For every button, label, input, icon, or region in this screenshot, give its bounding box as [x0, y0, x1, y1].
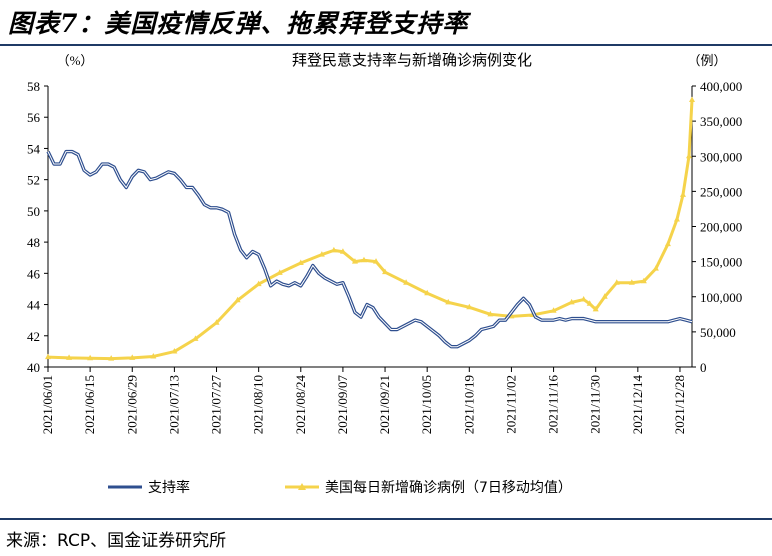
case-point — [685, 152, 692, 159]
x-tick-label: 2021/07/27 — [209, 375, 224, 435]
chart-axes: 40 42 44 46 48 50 52 54 56 58 0 50,000 100,000 150,00… — [27, 79, 742, 434]
case-point — [297, 259, 304, 266]
series-line-approval — [46, 149, 693, 349]
legend-label-cases: 美国每日新增确诊病例（7日移动均值） — [325, 480, 572, 496]
x-tick-label: 2021/11/16 — [546, 375, 561, 434]
case-point — [550, 307, 557, 313]
legend-label-approval: 支持率 — [148, 479, 190, 496]
case-point — [150, 352, 157, 359]
x-tick-label: 2021/10/19 — [461, 375, 476, 434]
case-point — [373, 258, 380, 264]
left-tick-label: 50 — [27, 204, 40, 219]
x-tick-label: 2021/06/15 — [82, 375, 97, 434]
left-tick-label: 56 — [27, 110, 41, 125]
case-point — [318, 251, 325, 257]
x-tick-label: 2021/08/10 — [251, 375, 266, 434]
case-point — [234, 296, 241, 303]
series-line-cases — [47, 99, 694, 361]
bottom-rule — [0, 518, 772, 520]
case-point — [652, 265, 659, 271]
case-point — [487, 310, 494, 317]
case-point — [664, 240, 671, 247]
x-tick-label: 2021/11/30 — [588, 375, 603, 434]
right-tick-label: 300,000 — [700, 149, 742, 164]
figure-title: 图表7：美国疫情反弹、拖累拜登支持率 — [8, 9, 469, 38]
case-point — [213, 319, 220, 325]
x-tick-label: 2021/12/14 — [630, 375, 645, 435]
source-note: 来源：RCP、国金证券研究所 — [6, 531, 227, 551]
x-tick-label: 2021/07/13 — [166, 375, 181, 434]
case-point — [192, 335, 199, 341]
case-point — [330, 246, 337, 253]
left-tick-label: 42 — [27, 329, 40, 344]
right-axis-unit: （例） — [687, 53, 726, 68]
left-tick-label: 54 — [27, 141, 41, 156]
case-point — [424, 289, 431, 296]
x-tick-label: 2021/06/29 — [124, 375, 139, 434]
case-point — [351, 258, 358, 264]
case-point — [445, 298, 452, 305]
case-point — [673, 215, 680, 222]
case-point — [586, 300, 593, 306]
x-tick-label: 2021/12/28 — [672, 375, 687, 434]
case-point — [640, 277, 647, 284]
left-axis-unit: （%） — [57, 53, 94, 68]
x-tick-label: 2021/09/07 — [335, 375, 350, 435]
x-tick-label: 2021/09/21 — [377, 375, 392, 434]
case-point — [568, 298, 575, 305]
x-tick-label: 2021/10/05 — [419, 375, 434, 434]
case-point — [255, 280, 262, 287]
case-point — [628, 279, 635, 285]
case-point — [580, 296, 587, 302]
combo-line-chart: 拜登民意支持率与新增确诊病例变化 （%） （例） 40 42 44 46 48 50 52 5… — [27, 51, 742, 496]
left-tick-label: 58 — [27, 79, 40, 94]
right-tick-label: 150,000 — [700, 255, 742, 270]
right-tick-label: 100,000 — [700, 290, 742, 305]
case-point — [403, 279, 410, 285]
case-point — [592, 305, 599, 312]
case-point — [689, 96, 695, 103]
right-tick-label: 200,000 — [700, 220, 742, 235]
left-tick-label: 44 — [27, 298, 41, 313]
chart-title: 拜登民意支持率与新增确诊病例变化 — [292, 51, 532, 69]
right-tick-label: 50,000 — [700, 325, 736, 340]
case-point — [276, 269, 283, 275]
case-point — [679, 191, 686, 197]
x-tick-label: 2021/06/01 — [40, 375, 55, 434]
left-tick-label: 40 — [27, 360, 40, 375]
legend-marker-cases — [298, 483, 306, 490]
case-point — [466, 303, 473, 310]
series-line-approval-core — [47, 151, 693, 348]
case-point — [171, 348, 178, 354]
top-rule — [0, 44, 772, 46]
left-tick-label: 52 — [27, 173, 40, 188]
right-tick-label: 250,000 — [700, 184, 742, 199]
left-tick-label: 48 — [27, 235, 40, 250]
right-tick-label: 400,000 — [700, 79, 742, 94]
right-tick-label: 350,000 — [700, 114, 742, 129]
series-layer — [45, 96, 695, 361]
case-point — [382, 268, 389, 275]
case-point — [108, 355, 115, 361]
case-point — [601, 293, 608, 299]
case-point — [360, 256, 367, 263]
case-point — [129, 354, 136, 360]
case-point — [87, 354, 94, 361]
case-point — [66, 354, 73, 360]
case-point — [339, 248, 346, 254]
x-tick-label: 2021/08/24 — [293, 375, 308, 435]
case-point — [45, 353, 51, 360]
case-point — [613, 279, 620, 285]
left-tick-label: 46 — [27, 266, 41, 281]
legend: 支持率 美国每日新增确诊病例（7日移动均值） — [108, 479, 572, 496]
right-tick-label: 0 — [700, 360, 707, 375]
x-tick-label: 2021/11/02 — [503, 375, 518, 434]
